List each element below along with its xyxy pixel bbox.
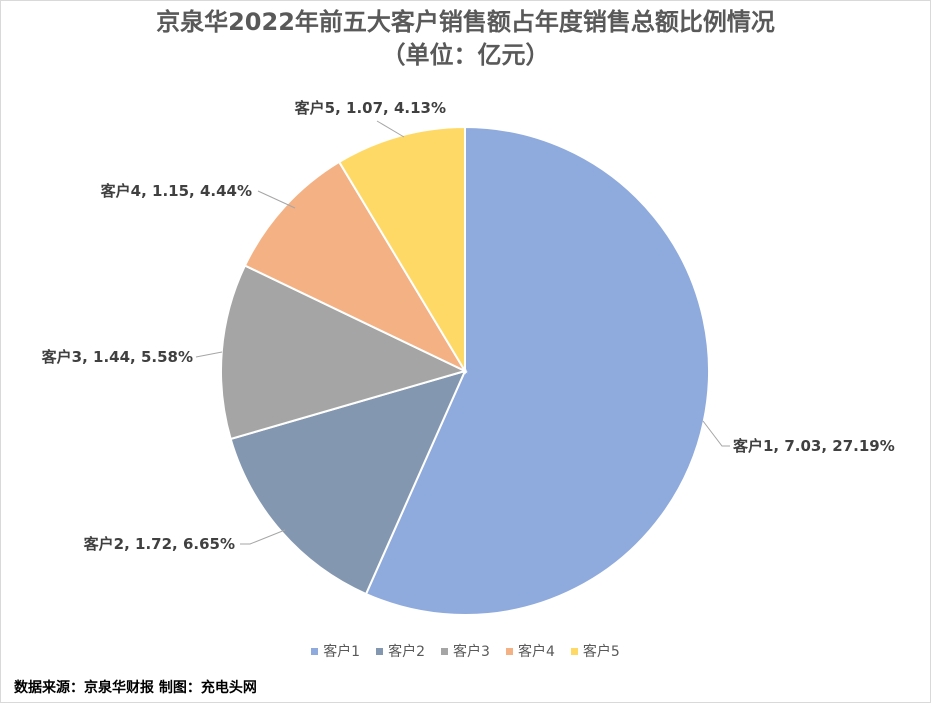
chart-subtitle: （单位：亿元） <box>381 41 550 69</box>
legend-item-5: 客户5 <box>570 641 620 661</box>
legend: 客户1 客户2 客户3 客户4 客户5 <box>0 641 931 661</box>
legend-item-1: 客户1 <box>311 641 360 661</box>
data-label-5: 客户5, 1.07, 4.13% <box>294 99 446 117</box>
data-labels: 客户1, 7.03, 27.19% 客户2, 1.72, 6.65% 客户3, 1.… <box>41 99 895 553</box>
leader-line-1 <box>702 420 730 447</box>
pie-slice-5 <box>337 125 466 375</box>
legend-label-5: 客户5 <box>582 644 620 660</box>
pie-slices <box>220 125 710 616</box>
legend-item-4: 客户4 <box>505 641 555 661</box>
legend-swatch-4 <box>505 647 513 655</box>
chart-title-block: 京泉华2022年前五大客户销售额占年度销售总额比例情况 （单位：亿元） <box>0 6 931 72</box>
legend-item-3: 客户3 <box>441 641 490 661</box>
pie-slice-3 <box>220 264 468 441</box>
leader-line-2 <box>240 529 286 545</box>
legend-label-4: 客户4 <box>517 644 555 660</box>
legend-label-2: 客户2 <box>388 644 426 660</box>
legend-swatch-3 <box>441 647 449 655</box>
legend-label-3: 客户3 <box>453 644 490 660</box>
pie-slice-4 <box>243 160 468 374</box>
source-note: 数据来源：京泉华财报 制图：充电头网 <box>14 680 257 696</box>
legend-label-1: 客户1 <box>323 644 361 660</box>
data-label-3: 客户3, 1.44, 5.58% <box>41 348 193 366</box>
legend-item-2: 客户2 <box>376 641 425 661</box>
leader-lines <box>195 120 730 545</box>
leader-line-5 <box>376 120 405 138</box>
legend-swatch-2 <box>376 647 384 655</box>
data-label-1: 客户1, 7.03, 27.19% <box>732 437 895 455</box>
chart-title: 京泉华2022年前五大客户销售额占年度销售总额比例情况 <box>156 8 775 36</box>
data-label-4: 客户4, 1.15, 4.44% <box>100 182 252 200</box>
data-label-2: 客户2, 1.72, 6.65% <box>83 535 235 553</box>
leader-line-3 <box>195 351 223 358</box>
legend-swatch-1 <box>311 647 319 655</box>
legend-swatch-5 <box>570 647 578 655</box>
leader-line-4 <box>257 190 296 209</box>
